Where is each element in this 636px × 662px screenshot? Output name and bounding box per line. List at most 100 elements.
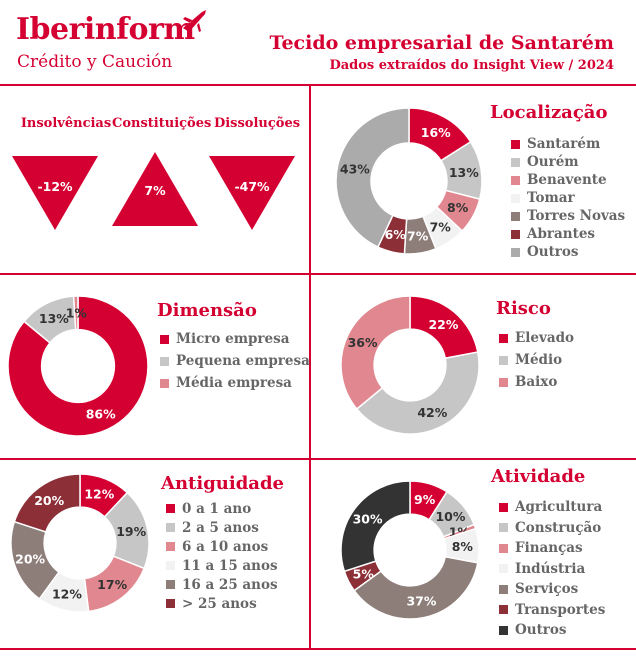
donut-slice-medio	[355, 351, 480, 435]
legend-swatch	[511, 157, 520, 167]
data-label-2-a-5-anos: 19%	[116, 524, 146, 539]
legend-label: Outros	[527, 244, 579, 260]
data-label-outros: 30%	[353, 512, 383, 527]
legend-item-transportes: Transportes	[499, 600, 605, 621]
panel-title-risco: Risco	[496, 298, 551, 319]
legend-item-6-a-10-anos: 6 a 10 anos	[166, 537, 278, 556]
data-label-baixo: 36%	[348, 335, 378, 350]
indicator-value-dissolucoes: -47%	[234, 179, 270, 194]
legend-swatch	[511, 247, 520, 257]
legend-label: Baixo	[515, 374, 558, 390]
legend-swatch	[511, 139, 520, 149]
divider-top	[0, 84, 636, 86]
legend-item-media-empresa: Média empresa	[160, 372, 310, 394]
data-label-torres-novas: 7%	[407, 228, 429, 243]
donut-slice-servicos	[353, 555, 479, 620]
donut-slice-outros	[340, 480, 411, 573]
legend-item-servicos: Serviços	[499, 579, 605, 600]
data-label-tomar: 7%	[430, 219, 452, 234]
legend-swatch	[499, 543, 508, 553]
legend-swatch	[166, 561, 175, 570]
legend-swatch	[166, 504, 175, 513]
page-subtitle: Dados extraídos do Insight View / 2024	[329, 58, 614, 73]
legend-swatch	[160, 356, 169, 366]
legend-label: 11 a 15 anos	[182, 557, 278, 574]
plane-logo-icon	[183, 10, 206, 32]
indicator-triangle-dissolucoes: -47%	[209, 156, 295, 230]
legend-label: Tomar	[527, 190, 575, 206]
legend-label: Ourém	[527, 154, 579, 170]
legend-swatch	[166, 599, 175, 608]
donut-slice-25-anos	[13, 473, 81, 533]
legend-label: Santarém	[527, 136, 601, 152]
legend-swatch	[166, 542, 175, 551]
legend-item-agricultura: Agricultura	[499, 497, 605, 518]
legend-swatch	[499, 625, 508, 635]
legend-risco: Elevado Médio Baixo	[499, 327, 574, 393]
legend-swatch	[499, 333, 508, 343]
legend-swatch	[511, 175, 520, 185]
legend-swatch	[499, 523, 508, 533]
donut-slice-baixo	[340, 295, 411, 411]
legend-swatch	[511, 229, 520, 239]
legend-item-25-anos: > 25 anos	[166, 594, 278, 613]
donut-chart-dimensao: 86% 13%1%	[7, 295, 149, 437]
divider-middle-2	[0, 458, 636, 460]
logo-tagline: Crédito y Caución	[17, 52, 173, 72]
legend-label: Agricultura	[515, 499, 603, 516]
divider-middle-1	[0, 273, 636, 275]
legend-swatch	[160, 334, 169, 344]
legend-swatch	[499, 605, 508, 615]
legend-label: Elevado	[515, 330, 575, 346]
legend-item-micro-empresa: Micro empresa	[160, 328, 310, 350]
legend-label: Abrantes	[527, 226, 596, 242]
logo-wordmark: Iberinform	[16, 12, 195, 47]
page-title: Tecido empresarial de Santarém	[269, 32, 615, 54]
indicator-label-insolvencias: Insolvências	[20, 116, 112, 131]
legend-label: Serviços	[515, 581, 579, 598]
data-label-6-a-10-anos: 17%	[97, 577, 127, 592]
legend-item-medio: Médio	[499, 349, 574, 371]
panel-title-atividade: Atividade	[491, 466, 586, 487]
data-label-benavente: 8%	[447, 200, 469, 215]
legend-label: 16 a 25 anos	[182, 576, 278, 593]
legend-item-santarem: Santarém	[511, 135, 625, 153]
panel-title-antiguidade: Antiguidade	[161, 473, 285, 494]
legend-item-baixo: Baixo	[499, 371, 574, 393]
legend-dimensao: Micro empresa Pequena empresa Média empres…	[160, 328, 310, 394]
legend-item-elevado: Elevado	[499, 327, 574, 349]
legend-item-benavente: Benavente	[511, 171, 625, 189]
data-label-servicos: 37%	[406, 594, 436, 609]
legend-swatch	[499, 564, 508, 574]
legend-swatch	[511, 211, 520, 221]
legend-swatch	[160, 378, 169, 388]
legend-item-16-a-25-anos: 16 a 25 anos	[166, 575, 278, 594]
legend-label: 0 a 1 ano	[182, 500, 252, 517]
legend-swatch	[166, 523, 175, 532]
legend-item-torres-novas: Torres Novas	[511, 207, 625, 225]
legend-item-outros: Outros	[499, 620, 605, 641]
data-label-11-a-15-anos: 12%	[52, 586, 82, 601]
donut-slice-micro-empresa	[7, 295, 149, 437]
legend-label: Média empresa	[176, 375, 292, 391]
legend-item-abrantes: Abrantes	[511, 225, 625, 243]
data-label-outros: 43%	[340, 161, 370, 176]
donut-chart-atividade: 9%10%1%8%37%5%30%	[340, 480, 480, 620]
data-label-abrantes: 6%	[385, 227, 407, 242]
legend-item-11-a-15-anos: 11 a 15 anos	[166, 556, 278, 575]
legend-swatch	[511, 193, 520, 203]
legend-swatch	[499, 377, 508, 387]
legend-label: Pequena empresa	[176, 353, 310, 369]
legend-item-pequena-empresa: Pequena empresa	[160, 350, 310, 372]
indicator-triangle-constituicoes: 7%	[112, 152, 198, 226]
data-label-0-a-1-ano: 12%	[84, 487, 114, 502]
legend-item-ourem: Ourém	[511, 153, 625, 171]
legend-swatch	[166, 580, 175, 589]
data-label-25-anos: 20%	[34, 493, 64, 508]
panel-title-dimensao: Dimensão	[157, 300, 257, 321]
donut-chart-risco: 22% 42% 36%	[340, 295, 480, 435]
legend-label: 2 a 5 anos	[182, 519, 259, 536]
data-label-ourem: 13%	[449, 165, 479, 180]
legend-item-tomar: Tomar	[511, 189, 625, 207]
data-label-construcao: 10%	[435, 509, 465, 524]
